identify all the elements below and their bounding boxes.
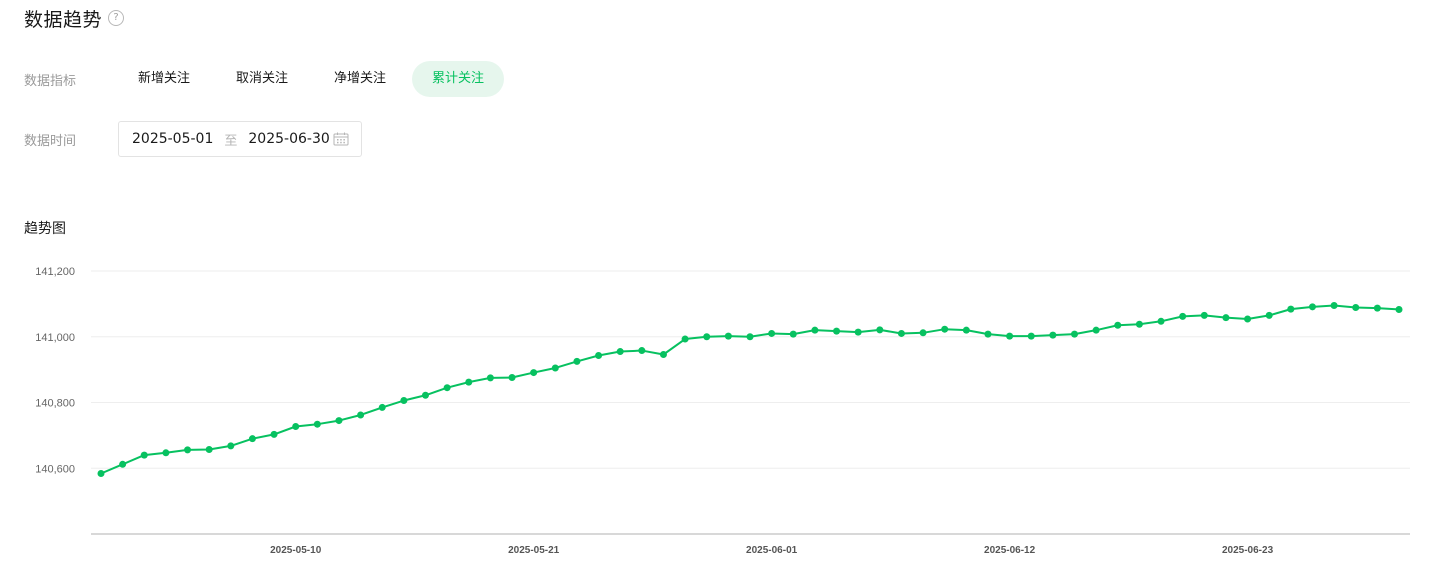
date-start-input[interactable]: 2025-05-01	[132, 131, 214, 147]
y-tick-label: 141,200	[35, 266, 75, 278]
tab-cumulative-follows[interactable]: 累计关注	[412, 61, 505, 97]
data-point[interactable]	[1287, 305, 1295, 313]
data-point[interactable]	[1135, 320, 1143, 328]
date-range-picker[interactable]: 2025-05-01 至 2025-06-30	[118, 121, 362, 157]
data-point[interactable]	[919, 329, 927, 337]
data-point[interactable]	[1071, 330, 1078, 338]
data-point[interactable]	[248, 435, 256, 443]
data-point[interactable]	[551, 364, 559, 372]
data-point[interactable]	[465, 378, 473, 386]
data-point[interactable]	[1373, 304, 1381, 312]
data-point[interactable]	[292, 422, 300, 430]
data-point[interactable]	[422, 391, 429, 399]
data-point[interactable]	[97, 470, 105, 478]
metrics-label: 数据指标	[24, 74, 77, 89]
data-point[interactable]	[811, 326, 819, 334]
data-point[interactable]	[1200, 311, 1208, 319]
data-point[interactable]	[1244, 315, 1252, 323]
series-points	[97, 302, 1403, 478]
data-point[interactable]	[486, 374, 494, 382]
data-point[interactable]	[335, 417, 343, 425]
chart-section-title: 趋势图	[24, 221, 66, 237]
tab-net-follows[interactable]: 净增关注	[334, 71, 387, 86]
data-point[interactable]	[1006, 332, 1014, 340]
data-point[interactable]	[1308, 303, 1316, 311]
data-point[interactable]	[659, 351, 667, 359]
page-title: 数据趋势	[24, 8, 103, 31]
data-point[interactable]	[1352, 303, 1360, 311]
data-point[interactable]	[378, 403, 386, 411]
data-point[interactable]	[357, 411, 365, 419]
data-point[interactable]	[984, 330, 992, 338]
data-point[interactable]	[1027, 332, 1035, 340]
data-point[interactable]	[724, 332, 732, 340]
data-point[interactable]	[1049, 331, 1057, 339]
x-axis-ticks: 2025-05-10 2025-05-21 2025-06-01 2025-06-12…	[270, 545, 1273, 556]
data-point[interactable]	[962, 326, 970, 334]
data-point[interactable]	[1092, 326, 1100, 334]
data-point[interactable]	[746, 333, 754, 341]
data-point[interactable]	[703, 333, 711, 341]
data-point[interactable]	[941, 325, 949, 333]
data-point[interactable]	[227, 442, 235, 450]
y-axis-ticks: 140,600 140,800 141,000 141,200	[35, 266, 75, 475]
data-point[interactable]	[789, 330, 797, 338]
y-tick-label: 141,000	[35, 332, 75, 344]
y-tick-label: 140,600	[35, 463, 75, 475]
x-tick-label: 2025-05-21	[508, 545, 560, 556]
data-point[interactable]	[833, 327, 841, 335]
data-point[interactable]	[313, 420, 321, 428]
data-point[interactable]	[119, 460, 127, 468]
data-point[interactable]	[897, 329, 905, 337]
date-range-separator: 至	[224, 133, 238, 149]
x-tick-label: 2025-06-12	[984, 545, 1036, 556]
data-point[interactable]	[1114, 321, 1122, 329]
data-point[interactable]	[400, 397, 408, 405]
x-tick-label: 2025-05-10	[270, 545, 322, 556]
data-point[interactable]	[1330, 302, 1338, 310]
data-point[interactable]	[573, 357, 581, 365]
data-point[interactable]	[768, 329, 776, 337]
data-point[interactable]	[1222, 314, 1230, 322]
y-tick-label: 140,800	[35, 398, 75, 410]
data-point[interactable]	[681, 335, 689, 343]
tab-unfollows[interactable]: 取消关注	[236, 71, 289, 86]
series-line	[100, 304, 1400, 475]
data-point[interactable]	[184, 446, 192, 454]
data-point[interactable]	[1179, 312, 1187, 320]
tab-new-follows[interactable]: 新增关注	[138, 71, 191, 86]
data-point[interactable]	[616, 348, 624, 356]
data-point[interactable]	[638, 347, 646, 355]
data-point[interactable]	[876, 326, 884, 334]
data-point[interactable]	[508, 374, 516, 382]
data-point[interactable]	[162, 449, 170, 457]
data-point[interactable]	[595, 351, 603, 359]
data-point[interactable]	[1265, 311, 1273, 319]
data-point[interactable]	[443, 384, 451, 392]
data-point[interactable]	[530, 369, 538, 377]
x-tick-label: 2025-06-23	[1222, 545, 1274, 556]
date-end-input[interactable]: 2025-06-30	[248, 131, 330, 147]
page-header: 数据趋势 ?	[24, 4, 125, 32]
data-point[interactable]	[1157, 317, 1165, 325]
chart-grid	[91, 270, 1410, 469]
metric-tabs: 新增关注 取消关注 净增关注 累计关注	[118, 61, 510, 97]
data-point[interactable]	[854, 328, 862, 336]
date-range-label: 数据时间	[24, 134, 77, 149]
data-point[interactable]	[140, 451, 148, 459]
calendar-icon[interactable]	[333, 132, 349, 146]
x-tick-label: 2025-06-01	[746, 545, 798, 556]
data-point[interactable]	[1395, 305, 1403, 313]
question-circle-icon[interactable]: ?	[108, 10, 125, 26]
data-point[interactable]	[270, 430, 278, 438]
data-point[interactable]	[205, 446, 213, 454]
